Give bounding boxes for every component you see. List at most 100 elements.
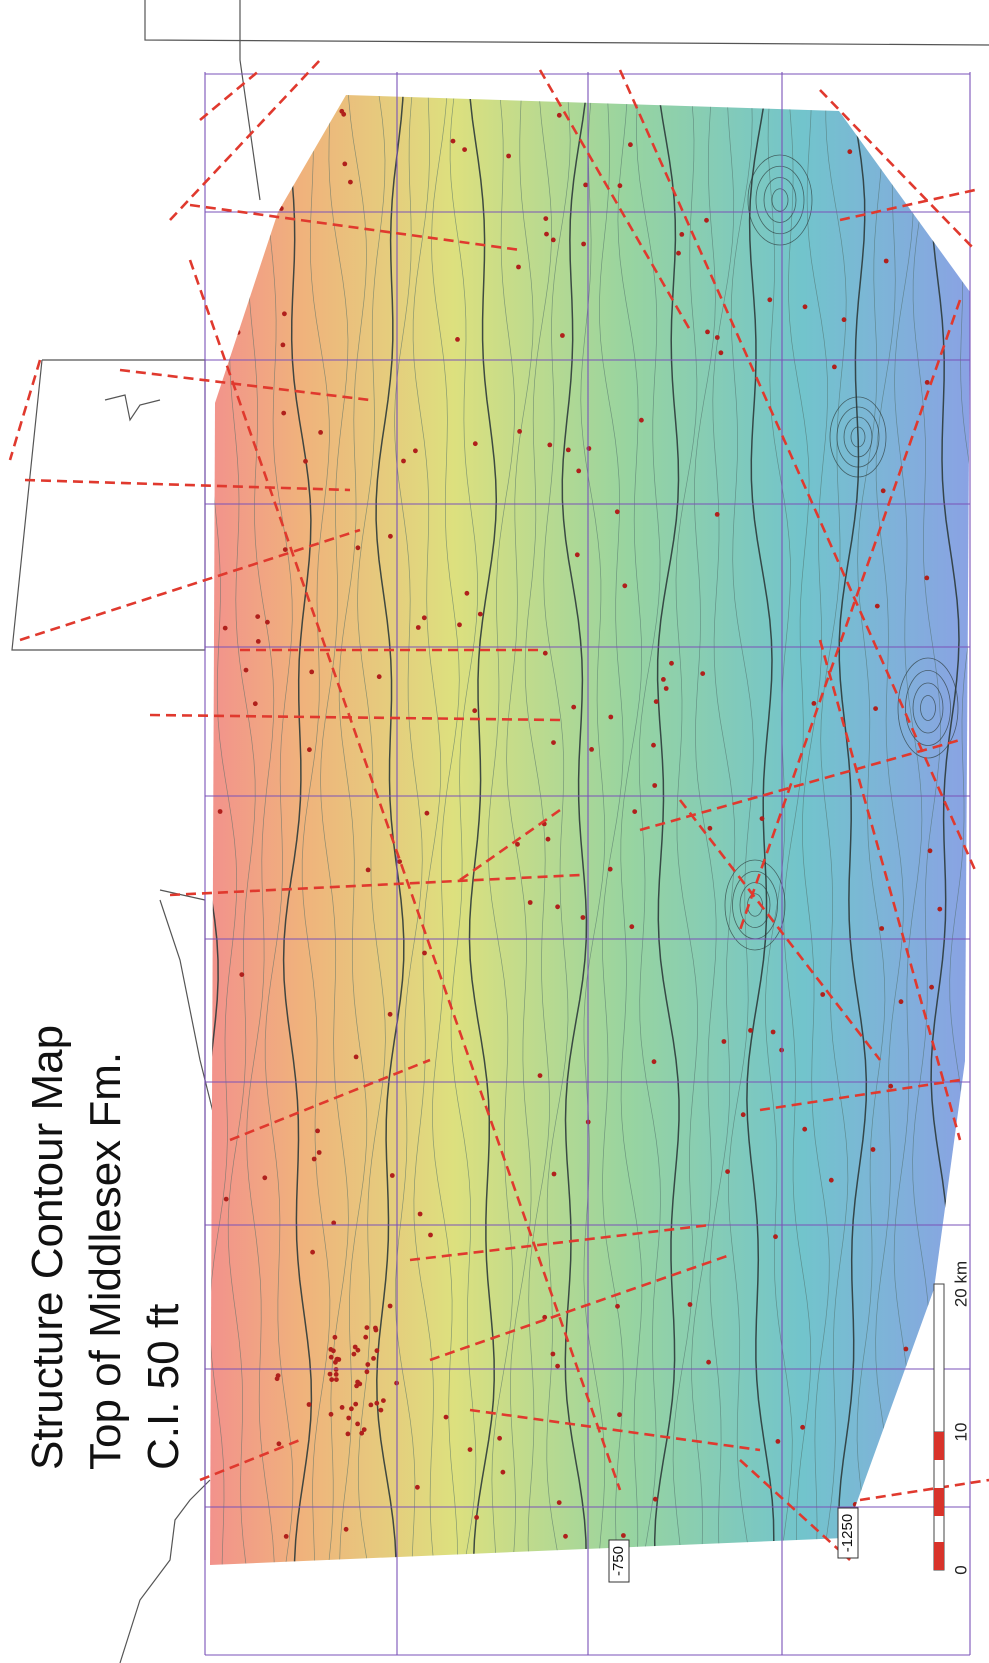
well [388, 534, 393, 539]
well [575, 552, 580, 557]
well [829, 1178, 834, 1183]
well [669, 661, 674, 666]
well [390, 1173, 395, 1178]
well [708, 826, 713, 831]
well [281, 411, 286, 416]
well [344, 1527, 349, 1532]
well [881, 488, 886, 493]
well [704, 218, 709, 223]
well [748, 1028, 753, 1033]
well [715, 512, 720, 517]
well [331, 1348, 336, 1353]
well [354, 1384, 359, 1389]
well [329, 1412, 334, 1417]
well [428, 1233, 433, 1238]
well [812, 701, 817, 706]
well [767, 297, 772, 302]
well [773, 1234, 778, 1239]
well [576, 469, 581, 474]
well [444, 1415, 449, 1420]
well [928, 848, 933, 853]
well [388, 1304, 393, 1309]
well [366, 868, 371, 873]
well [581, 915, 586, 920]
title-line: Structure Contour Map [23, 1025, 72, 1470]
well [566, 448, 571, 453]
well [478, 612, 483, 617]
well [451, 139, 456, 144]
well [621, 1533, 626, 1538]
well [359, 1431, 364, 1436]
well [879, 926, 884, 931]
contour-label: -750 [610, 1546, 627, 1576]
well [842, 317, 847, 322]
well [517, 429, 522, 434]
well [589, 747, 594, 752]
well [528, 900, 533, 905]
well [356, 545, 361, 550]
title-line: Top of Middlesex Fm. [81, 1052, 130, 1470]
well [253, 701, 258, 706]
well [800, 1425, 805, 1430]
well [265, 620, 270, 625]
well [465, 591, 470, 596]
well [618, 183, 623, 188]
well [661, 677, 666, 682]
well [552, 1172, 557, 1177]
well [571, 705, 576, 710]
well [348, 180, 353, 185]
well [340, 1405, 345, 1410]
well [651, 743, 656, 748]
well [544, 232, 549, 237]
well [355, 1422, 360, 1427]
well [374, 1328, 379, 1333]
scale-segment [934, 1432, 944, 1460]
well [546, 837, 551, 842]
well [342, 162, 347, 167]
well [415, 1485, 420, 1490]
well [283, 547, 288, 552]
scale-segment [934, 1488, 944, 1516]
well [538, 1073, 543, 1078]
well [379, 1408, 384, 1413]
well [617, 1412, 622, 1417]
well [329, 1355, 334, 1360]
well [802, 1127, 807, 1132]
well [334, 1357, 339, 1362]
well [239, 972, 244, 977]
well [262, 1175, 267, 1180]
well [888, 1084, 893, 1089]
well [346, 1416, 351, 1421]
well [279, 206, 284, 211]
well [543, 651, 548, 656]
well [318, 430, 323, 435]
well [847, 149, 852, 154]
well [622, 583, 627, 588]
well [615, 1304, 620, 1309]
scale-bar [934, 1284, 944, 1570]
well [543, 216, 548, 221]
well [371, 1356, 376, 1361]
well [551, 238, 556, 243]
well [725, 1169, 730, 1174]
well [353, 1402, 358, 1407]
well [328, 1372, 333, 1377]
well [416, 625, 421, 630]
well [369, 1403, 374, 1408]
well [388, 1012, 393, 1017]
well [224, 1197, 229, 1202]
well [284, 1534, 289, 1539]
well [317, 1150, 322, 1155]
well [560, 333, 565, 338]
well [628, 142, 633, 147]
well [679, 232, 684, 237]
well [413, 448, 418, 453]
well [925, 380, 930, 385]
well [874, 1473, 879, 1478]
well [236, 330, 241, 335]
well [425, 811, 430, 816]
well [422, 951, 427, 956]
well [652, 1059, 657, 1064]
well [653, 1497, 658, 1502]
well [615, 509, 620, 514]
